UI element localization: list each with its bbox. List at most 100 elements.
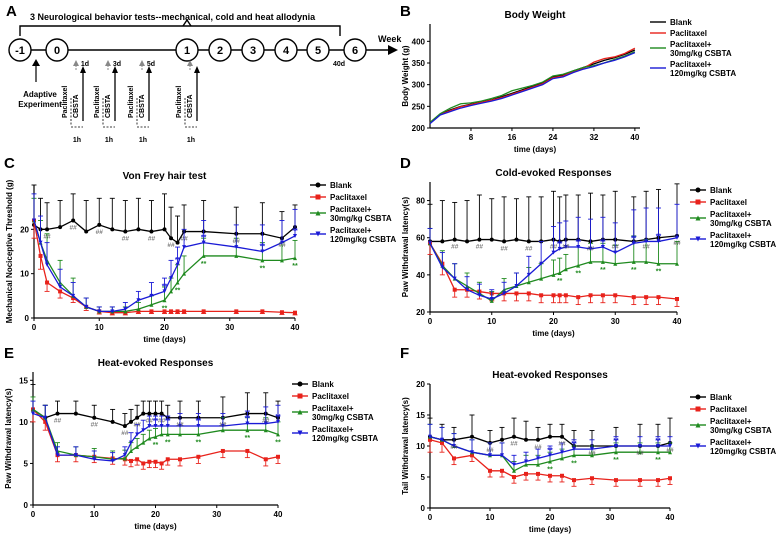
y-tick-label: 5 xyxy=(421,473,426,482)
marker-paclitaxel xyxy=(500,468,504,473)
y-tick-label: 0 xyxy=(25,314,30,323)
significance-marker-blank: ## xyxy=(588,450,596,457)
significance-marker-blank: ## xyxy=(278,242,286,249)
marker-paclitaxel xyxy=(563,293,568,298)
legend-label-low: 30mg/kg CSBTA xyxy=(312,413,374,422)
y-tick-label: 20 xyxy=(20,225,29,234)
y-tick-label: 300 xyxy=(412,81,426,90)
marker-high-dose xyxy=(428,434,432,439)
timeline-node-circle xyxy=(208,38,232,62)
significance-marker-high: ** xyxy=(571,441,577,448)
marker-high-dose xyxy=(220,424,225,429)
significance-marker-blank: ## xyxy=(643,244,651,251)
marker-high-dose xyxy=(97,309,102,314)
timeline-title: 3 Neurological behavior tests--mechanica… xyxy=(30,12,316,22)
marker-high-dose xyxy=(122,453,127,458)
x-tick-label: 20 xyxy=(546,513,555,522)
y-tick-label: 200 xyxy=(412,124,426,133)
marker-high-dose xyxy=(524,459,528,464)
drug-arrowhead xyxy=(139,60,145,66)
significance-marker-low: ** xyxy=(571,460,577,467)
marker-high-dose xyxy=(162,289,167,294)
legend-label-high: 120mg/kg CSBTA xyxy=(312,434,378,443)
chart-von-frey: Von Frey hair test 0 10 20 30 40 0 10 20 time (da… xyxy=(5,171,396,344)
marker-high-dose xyxy=(159,424,164,429)
marker-high-dose xyxy=(178,424,182,429)
marker-paclitaxel xyxy=(234,309,239,314)
significance-marker-low: ** xyxy=(600,267,606,274)
x-tick-label: 0 xyxy=(428,317,433,326)
marker-paclitaxel xyxy=(279,310,284,315)
significance-marker-low: ** xyxy=(260,265,266,272)
marker-paclitaxel xyxy=(695,406,701,412)
drug-label: Paclitaxel xyxy=(62,86,69,118)
y-tick-label: 0 xyxy=(24,501,29,510)
interval-label: 1h xyxy=(187,137,195,144)
marker-low-dose xyxy=(279,258,284,263)
significance-marker-low: ** xyxy=(162,305,168,312)
marker-high-dose xyxy=(73,453,78,458)
legend-label-high: Paclitaxel+ xyxy=(330,226,372,235)
series-line-paclitaxel xyxy=(429,47,636,124)
chart-title: Cold-evoked Responses xyxy=(495,168,612,179)
significance-marker-low: ** xyxy=(557,278,563,285)
significance-marker-high: ** xyxy=(575,239,581,246)
marker-high-dose xyxy=(526,272,531,277)
marker-paclitaxel xyxy=(263,457,268,462)
drug-arrowhead xyxy=(105,60,111,66)
significance-marker-blank: ## xyxy=(587,245,595,252)
marker-paclitaxel xyxy=(178,457,182,462)
marker-paclitaxel xyxy=(38,253,43,258)
panel-letter-d: D xyxy=(400,155,411,172)
marker-paclitaxel xyxy=(276,454,280,459)
significance-marker-blank: ## xyxy=(158,418,166,425)
interval-label: 1h xyxy=(139,137,147,144)
marker-blank xyxy=(153,411,158,416)
significance-marker-high: ** xyxy=(201,235,207,242)
significance-marker-low: ** xyxy=(631,267,637,274)
marker-high-dose xyxy=(153,424,158,429)
y-tick-label: 60 xyxy=(416,234,425,243)
marker-high-dose xyxy=(638,444,642,448)
marker-paclitaxel xyxy=(45,280,50,285)
marker-low-dose xyxy=(526,280,531,285)
y-tick-label: 20 xyxy=(416,308,425,317)
legend-label-high: 120mg/kg CSBTA xyxy=(670,69,736,78)
marker-paclitaxel xyxy=(539,293,544,298)
marker-blank xyxy=(55,411,60,416)
marker-high-dose xyxy=(276,419,280,424)
marker-high-dose xyxy=(489,297,494,301)
legend-label-low: Paclitaxel+ xyxy=(312,404,354,413)
marker-paclitaxel xyxy=(136,309,141,314)
marker-paclitaxel xyxy=(588,293,593,298)
timeline-node-label: 2 xyxy=(217,45,223,57)
marker-paclitaxel xyxy=(169,309,174,314)
marker-blank xyxy=(135,415,140,420)
chart-heat-evoked-tail: Heat-evoked Responses 0 10 20 30 40 0 5 10 15 20 ti… xyxy=(401,370,776,534)
marker-paclitaxel xyxy=(315,194,321,200)
marker-high-dose xyxy=(315,231,321,237)
significance-marker-low: ** xyxy=(153,442,159,449)
significance-marker-blank: ## xyxy=(486,447,494,454)
drug-label: Paclitaxel xyxy=(176,86,183,118)
marker-high-dose xyxy=(149,293,154,298)
legend-label-high: Paclitaxel+ xyxy=(710,438,752,447)
marker-high-dose xyxy=(588,246,593,251)
legend-label-low: Paclitaxel+ xyxy=(710,210,752,219)
treatment-label: CBSTA xyxy=(73,94,80,118)
marker-paclitaxel xyxy=(656,478,660,483)
y-tick-label: 20 xyxy=(416,380,425,389)
marker-blank xyxy=(97,222,102,227)
marker-paclitaxel xyxy=(512,475,516,479)
marker-low-dose xyxy=(536,462,540,467)
adaptive-label-2: Experiment xyxy=(18,100,62,109)
marker-paclitaxel xyxy=(147,459,152,464)
legend-label-paclitaxel: Paclitaxel xyxy=(710,198,747,207)
significance-marker-low: ** xyxy=(613,457,619,464)
significance-marker-high: ** xyxy=(292,228,298,235)
marker-paclitaxel xyxy=(668,476,672,481)
marker-blank xyxy=(147,411,152,416)
marker-paclitaxel xyxy=(141,461,146,466)
timeline-node-circle xyxy=(175,38,199,62)
